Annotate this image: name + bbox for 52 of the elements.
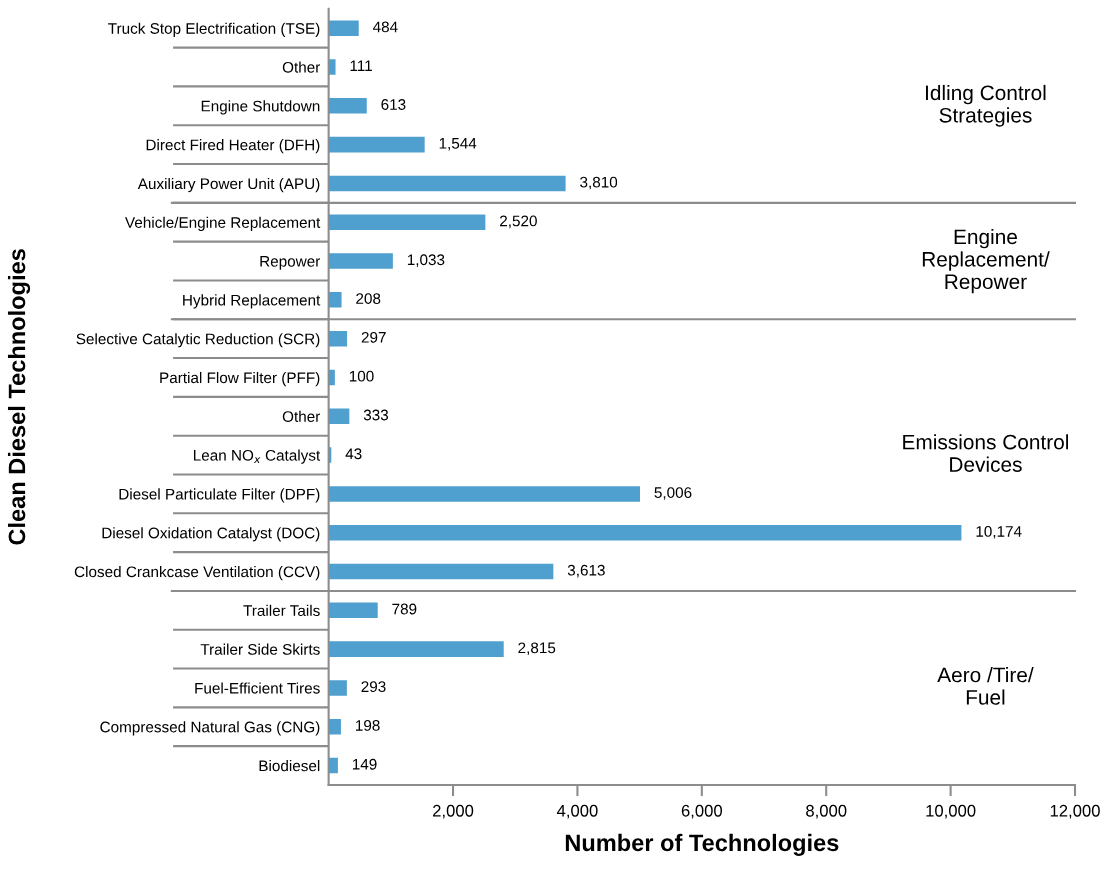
y-tick-label: Trailer Side Skirts: [200, 643, 320, 655]
data-label: 297: [361, 331, 386, 343]
data-label: 613: [381, 99, 406, 110]
y-tick-label: Diesel Oxidation Catalyst (DOC): [102, 527, 320, 542]
annotation: Aero /Tire/ Fuel: [937, 667, 1034, 705]
x-tick-label: 12,000: [1050, 804, 1100, 819]
data-label: 3,810: [580, 176, 618, 190]
data-label: 149: [352, 758, 377, 770]
x-axis-title: Number of Technologies: [565, 833, 839, 856]
data-label: 5,006: [654, 487, 692, 500]
data-label: 789: [392, 603, 417, 615]
data-label: 1,544: [439, 138, 477, 151]
y-tick-label: Trailer Tails: [243, 604, 320, 617]
data-label: 10,174: [976, 525, 1022, 539]
y-tick-label: Compressed Natural Gas (CNG): [100, 721, 320, 736]
y-tick-label: Engine Shutdown: [201, 100, 320, 115]
data-label: 198: [356, 720, 380, 731]
x-tick-label: 10,000: [926, 804, 976, 819]
data-label: 293: [361, 681, 386, 693]
data-label: 208: [356, 293, 381, 304]
y-tick-label: Direct Fired Heater (DFH): [146, 139, 320, 154]
y-tick-label: Vehicle/Engine Replacement: [125, 216, 321, 231]
x-tick-label: 4,000: [556, 804, 598, 819]
y-tick-label: Other: [282, 410, 321, 422]
data-label: 100: [349, 370, 374, 382]
y-tick-label: Selective Catalytic Reduction (SCR): [76, 333, 320, 348]
y-axis-title: Clean Diesel Technologies: [7, 249, 31, 545]
annotation: Emissions Control Devices: [903, 434, 1068, 472]
data-label: 3,613: [567, 564, 605, 578]
data-label: 43: [345, 448, 362, 460]
y-tick-label: Other: [282, 61, 321, 73]
y-tick-label: Lean NO$_{x}$ Catalyst: [193, 449, 321, 464]
data-label: 1,033: [407, 254, 445, 267]
y-tick-label: Partial Flow Filter (PFF): [160, 371, 320, 387]
y-tick-label: Hybrid Replacement: [183, 294, 321, 309]
data-label: 111: [350, 60, 372, 71]
data-label: 2,815: [518, 642, 556, 656]
y-tick-label: Closed Crankcase Ventilation (CCV): [74, 565, 320, 581]
x-tick-label: 2,000: [433, 804, 474, 819]
data-label: 484: [372, 21, 398, 33]
annotation: Idling Control Strategies: [926, 84, 1046, 127]
data-label: 2,520: [500, 215, 537, 229]
annotation: Engine Replacement/ Repower: [922, 228, 1050, 294]
y-tick-label: Truck Stop Electrification (TSE): [108, 22, 320, 37]
y-tick-label: Diesel Particulate Filter (DPF): [119, 488, 320, 503]
y-tick-label: Fuel-Efficient Tires: [195, 682, 320, 694]
y-tick-label: Biodiesel: [259, 760, 320, 772]
x-tick-label: 8,000: [806, 804, 847, 819]
y-tick-label: Auxiliary Power Unit (APU): [137, 177, 320, 193]
y-tick-label: Repower: [260, 256, 321, 270]
data-label: 333: [363, 409, 389, 421]
x-tick-label: 6,000: [681, 804, 723, 819]
